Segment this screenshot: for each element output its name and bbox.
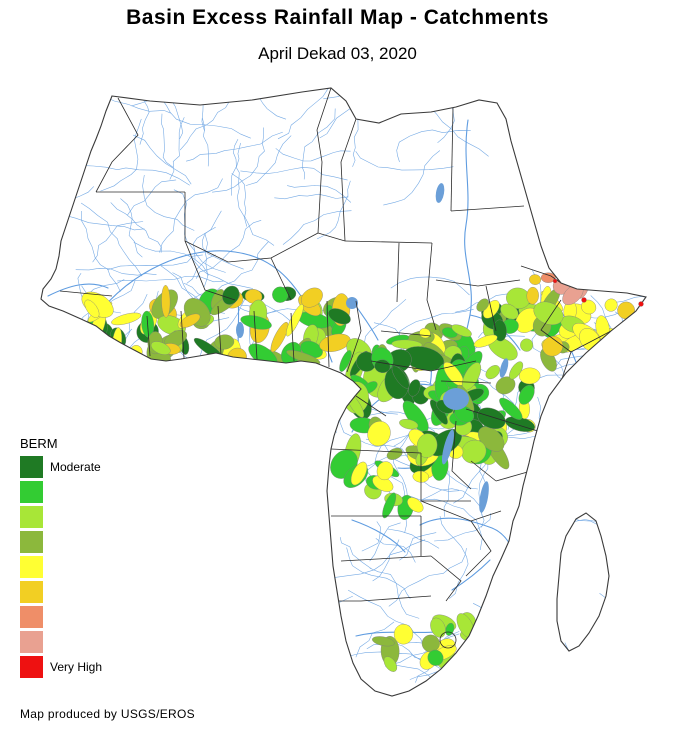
legend-label: Very High [50,660,103,674]
legend-items: Moderate Very High [20,456,150,678]
legend-swatch [20,506,43,528]
page-subtitle: April Dekad 03, 2020 [258,44,417,63]
legend-row [20,631,150,653]
legend-swatch [20,481,43,503]
legend-swatch [20,581,43,603]
legend-swatch [20,606,43,628]
legend-row [20,531,150,553]
legend-swatch [20,531,43,553]
legend: BERM Moderate Very High [20,436,150,681]
legend-swatch [20,456,43,478]
legend-row: Moderate [20,456,150,478]
legend-row [20,606,150,628]
coastline [40,87,647,697]
legend-row [20,556,150,578]
legend-swatch [20,631,43,653]
map-credit: Map produced by USGS/EROS [20,707,195,721]
legend-label: Moderate [50,460,101,474]
legend-row [20,506,150,528]
page-title: Basin Excess Rainfall Map - Catchments [126,6,549,29]
very-high-markers [552,278,644,307]
legend-row: Very High [20,656,150,678]
legend-row [20,481,150,503]
country-borders [59,88,612,649]
legend-swatch [20,656,43,678]
legend-swatch [20,556,43,578]
legend-title: BERM [20,436,58,451]
legend-row [20,581,150,603]
lakes [236,183,509,513]
